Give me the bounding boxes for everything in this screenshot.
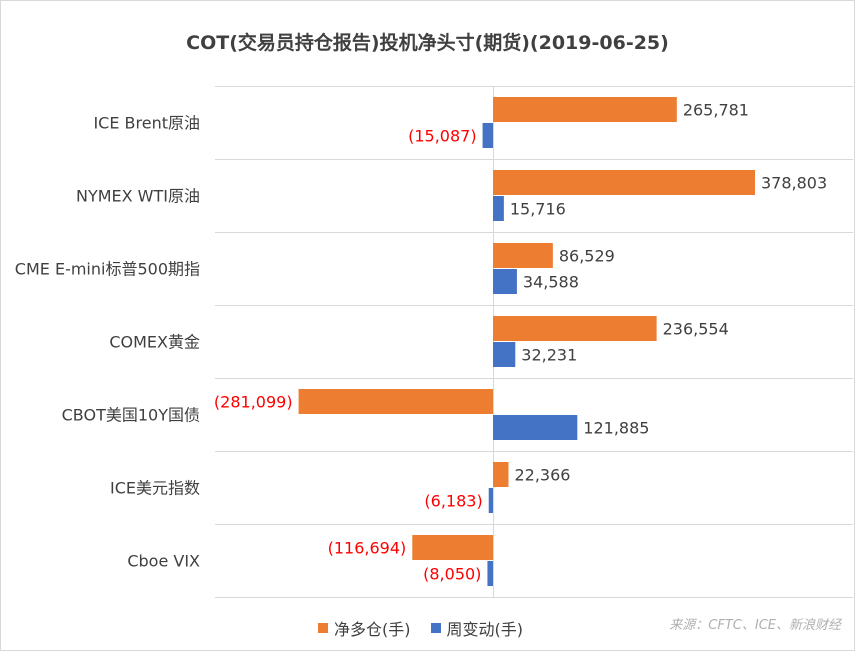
legend-swatch-weekly-change xyxy=(430,623,441,633)
data-label: (8,050) xyxy=(423,565,481,584)
bar-net-long xyxy=(493,316,657,341)
bar-net-long xyxy=(298,389,493,414)
bar-weekly-change xyxy=(488,488,493,513)
legend-item-weekly-change: 周变动(手) xyxy=(430,616,524,640)
chart-legend: 净多仓(手) 周变动(手) xyxy=(318,616,543,640)
data-label: 86,529 xyxy=(559,247,615,266)
legend-item-net-long: 净多仓(手) xyxy=(318,616,411,640)
bar-weekly-change xyxy=(493,269,517,294)
bar-weekly-change xyxy=(493,415,578,440)
category-label: Cboe VIX xyxy=(127,552,200,571)
data-label: 15,716 xyxy=(510,200,566,219)
category-label: ICE美元指数 xyxy=(110,479,200,498)
source-note: 来源：CFTC、ICE、新浪财经 xyxy=(669,618,841,633)
chart-title: COT(交易员持仓报告)投机净头寸(期货)(2019-06-25) xyxy=(186,32,669,54)
bar-weekly-change xyxy=(493,196,504,221)
bar-net-long xyxy=(412,535,493,560)
bar-net-long xyxy=(493,170,755,195)
legend-label-weekly-change: 周变动(手) xyxy=(446,620,524,639)
data-label: (281,099) xyxy=(214,393,293,412)
data-label: 121,885 xyxy=(583,419,649,438)
bar-weekly-change xyxy=(482,123,493,148)
bar-net-long xyxy=(493,243,553,268)
category-label: CBOT美国10Y国债 xyxy=(62,406,200,425)
category-label: CME E-mini标普500期指 xyxy=(15,260,200,279)
legend-label-net-long: 净多仓(手) xyxy=(334,620,411,639)
bar-net-long xyxy=(493,97,677,122)
data-label: (116,694) xyxy=(328,539,407,558)
data-label: 34,588 xyxy=(523,273,579,292)
data-label: (15,087) xyxy=(408,127,476,146)
category-label: COMEX黄金 xyxy=(109,333,200,352)
data-label: 236,554 xyxy=(663,320,729,339)
category-label: ICE Brent原油 xyxy=(93,114,200,133)
legend-swatch-net-long xyxy=(318,623,328,633)
data-label: 32,231 xyxy=(521,346,577,365)
bar-net-long xyxy=(493,462,509,487)
data-label: 265,781 xyxy=(683,101,749,120)
bar-weekly-change xyxy=(493,342,516,367)
bar-weekly-change xyxy=(487,561,493,586)
category-label: NYMEX WTI原油 xyxy=(76,187,200,206)
data-label: 22,366 xyxy=(514,466,570,485)
data-label: 378,803 xyxy=(761,174,827,193)
data-label: (6,183) xyxy=(424,492,482,511)
